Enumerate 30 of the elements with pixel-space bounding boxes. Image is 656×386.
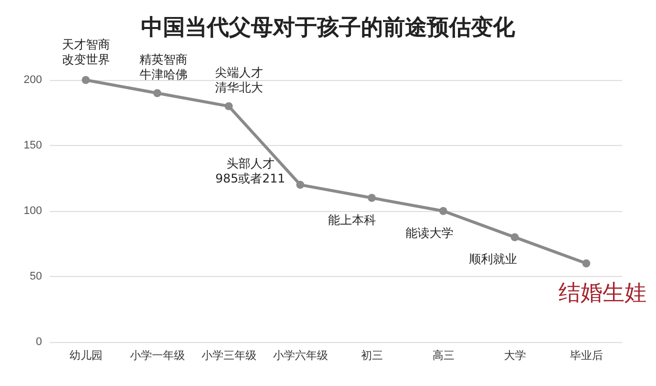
annotation: 能读大学 [405,226,454,240]
annotation: 尖端人才清华北大 [214,66,263,95]
point [510,233,519,242]
point [153,89,162,98]
annotation: 顺利就业 [468,252,517,266]
x-tick-label: 小学六年级 [272,349,328,362]
x-tick-label: 幼儿园 [69,349,102,362]
x-tick-label: 初三 [360,349,383,362]
point [368,194,376,202]
point [82,76,90,84]
y-tick-label: 100 [24,205,42,217]
annotation: 能上本科 [328,212,376,227]
x-tick-label: 小学三年级 [201,349,256,362]
x-tick-label: 毕业后 [570,349,603,362]
y-tick-label: 200 [24,74,42,86]
point [224,102,233,110]
y-tick-label: 0 [36,336,42,348]
y-tick-label: 150 [24,140,42,152]
point [296,180,304,189]
annotation: 头部人才985或者211 [215,156,286,186]
point [582,259,590,268]
x-tick-label: 高三 [432,349,454,362]
annotation: 精英智商牛津哈佛 [139,52,188,82]
annotation: 天才智商改变世界 [62,38,110,66]
y-tick-label: 50 [30,270,42,282]
annotation: 结婚生娃 [558,280,646,306]
point [439,207,448,215]
chart-title: 中国当代父母对于孩子的前途预估变化 [141,14,516,40]
x-tick-label: 大学 [504,349,526,362]
x-tick-label: 小学一年级 [130,349,185,362]
